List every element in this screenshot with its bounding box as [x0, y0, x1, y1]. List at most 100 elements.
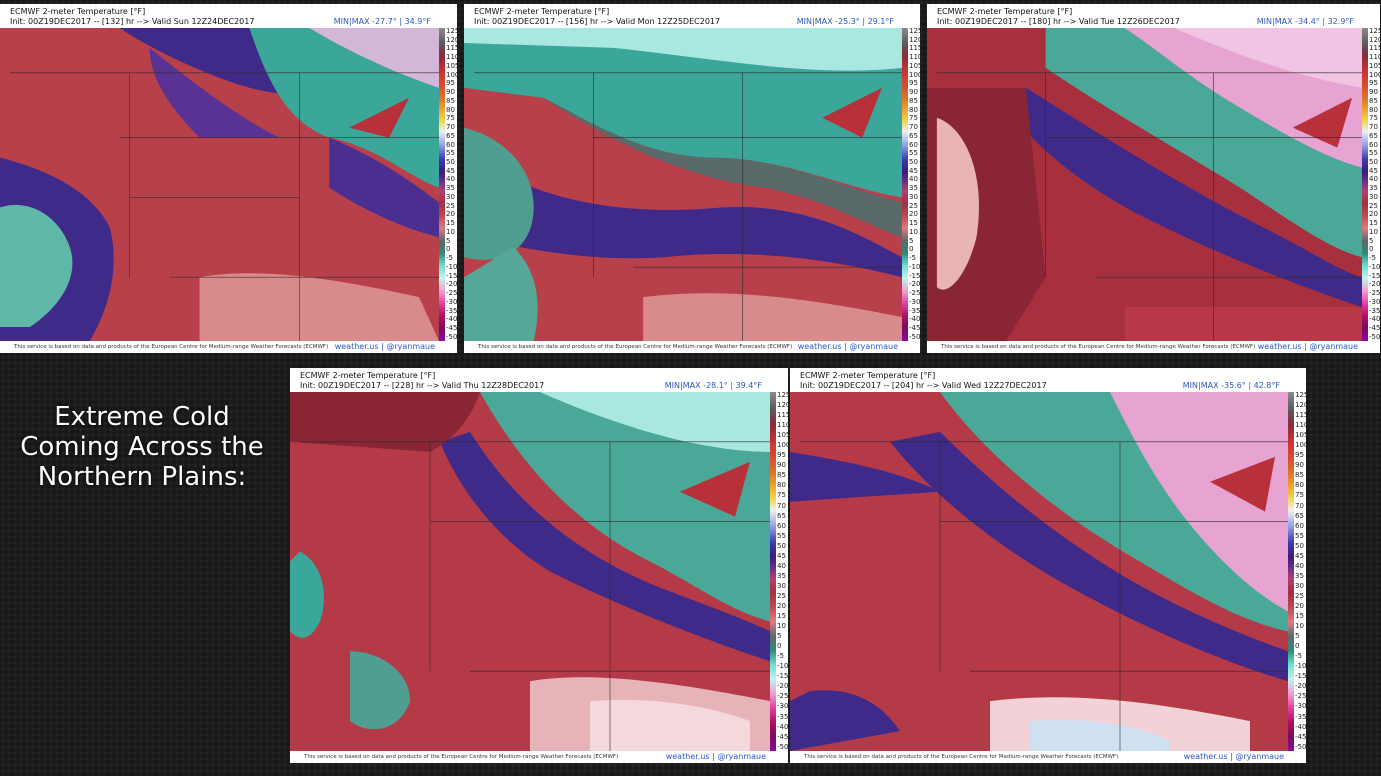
- color-scale-tick: -15: [777, 672, 788, 681]
- color-scale-tick: 80: [909, 105, 918, 114]
- color-scale-tick: 5: [1369, 236, 1374, 245]
- panel-footer: This service is based on data and produc…: [790, 751, 1306, 763]
- color-scale-tick: 75: [446, 114, 455, 123]
- color-scale-tick: 60: [1369, 140, 1378, 149]
- color-scale-tick: 20: [1295, 601, 1304, 610]
- ecmwf-disclaimer: This service is based on data and produc…: [14, 344, 329, 350]
- color-scale-tick: 40: [446, 175, 455, 184]
- map-panel-180hr: ECMWF 2-meter Temperature [°F] Init: 00Z…: [927, 4, 1380, 353]
- color-scale-tick: 0: [777, 642, 782, 651]
- color-scale-tick: -35: [446, 306, 457, 315]
- color-scale-tick: -45: [909, 323, 920, 332]
- color-scale-tick: 70: [446, 123, 455, 132]
- color-scale-tick: -45: [1369, 323, 1380, 332]
- color-scale-tick: 5: [909, 236, 914, 245]
- color-scale-tick: 35: [777, 571, 786, 580]
- color-scale-tick: 5: [1295, 632, 1300, 641]
- color-scale-tick: -35: [1369, 306, 1380, 315]
- color-scale-tick: 115: [909, 44, 920, 53]
- color-scale-tick: 85: [777, 471, 786, 480]
- panel-title: ECMWF 2-meter Temperature [°F]: [10, 7, 146, 16]
- color-scale-tick: 95: [777, 451, 786, 460]
- panel-header: ECMWF 2-meter Temperature [°F] Init: 00Z…: [790, 368, 1306, 394]
- color-scale-tick: 50: [1369, 158, 1378, 167]
- map-panel-156hr: ECMWF 2-meter Temperature [°F] Init: 00Z…: [464, 4, 920, 353]
- color-scale-tick: 90: [1295, 461, 1304, 470]
- color-scale-tick: 105: [909, 61, 920, 70]
- color-bar: [439, 28, 445, 341]
- color-scale-tick: 110: [1295, 421, 1306, 430]
- color-scale-tick: 45: [446, 166, 455, 175]
- ecmwf-disclaimer: This service is based on data and produc…: [478, 344, 793, 350]
- color-scale-tick: 30: [909, 192, 918, 201]
- map-panel-204hr: ECMWF 2-meter Temperature [°F] Init: 00Z…: [790, 368, 1306, 763]
- color-scale-tick: 70: [1369, 123, 1378, 132]
- color-scale-tick: -20: [446, 280, 457, 289]
- temperature-map: [464, 28, 902, 341]
- panel-min-max: MIN|MAX -27.7° | 34.9°F: [333, 17, 431, 26]
- panel-footer: This service is based on data and produc…: [464, 341, 920, 353]
- color-scale-tick: 75: [777, 491, 786, 500]
- color-scale-tick: 90: [1369, 88, 1378, 97]
- color-scale-tick: -15: [446, 271, 457, 280]
- color-scale-tick: 10: [446, 227, 455, 236]
- color-scale-ticks: 1251201151101051009590858075706560555045…: [777, 392, 788, 751]
- color-scale-tick: -5: [1369, 254, 1376, 263]
- color-scale-ticks: 1251201151101051009590858075706560555045…: [1369, 28, 1380, 341]
- color-scale-tick: -45: [446, 323, 457, 332]
- color-scale-tick: 15: [1295, 612, 1304, 621]
- color-scale-tick: -20: [1369, 280, 1380, 289]
- color-scale-tick: -15: [909, 271, 920, 280]
- panel-header: ECMWF 2-meter Temperature [°F] Init: 00Z…: [0, 4, 457, 30]
- color-scale-tick: 10: [909, 227, 918, 236]
- color-scale-tick: 85: [1295, 471, 1304, 480]
- color-scale-tick: 45: [1295, 551, 1304, 560]
- color-scale-tick: 60: [777, 521, 786, 530]
- color-scale-tick: 35: [1369, 184, 1378, 193]
- color-scale-tick: 65: [446, 131, 455, 140]
- credit-link[interactable]: weather.us | @ryanmaue: [797, 342, 898, 351]
- panel-footer: This service is based on data and produc…: [927, 341, 1380, 353]
- color-scale-tick: 75: [909, 114, 918, 123]
- color-scale-tick: -10: [446, 262, 457, 271]
- color-scale-tick: -15: [1295, 672, 1306, 681]
- color-scale-tick: 110: [1369, 53, 1380, 62]
- color-scale-tick: 0: [909, 245, 914, 254]
- color-scale-tick: 95: [446, 79, 455, 88]
- color-scale-tick: 25: [1295, 591, 1304, 600]
- color-scale-tick: -20: [777, 682, 788, 691]
- color-scale-tick: -10: [1369, 262, 1380, 271]
- credit-link[interactable]: weather.us | @ryanmaue: [1257, 342, 1358, 351]
- credit-link[interactable]: weather.us | @ryanmaue: [665, 752, 766, 761]
- color-scale-tick: 75: [1369, 114, 1378, 123]
- credit-link[interactable]: weather.us | @ryanmaue: [334, 342, 435, 351]
- ecmwf-disclaimer: This service is based on data and produc…: [804, 754, 1119, 760]
- color-scale: 1251201151101051009590858075706560555045…: [439, 28, 457, 341]
- color-scale-tick: 100: [446, 70, 457, 79]
- credit-link[interactable]: weather.us | @ryanmaue: [1183, 752, 1284, 761]
- color-scale-tick: 40: [909, 175, 918, 184]
- color-scale-tick: 90: [777, 461, 786, 470]
- color-scale-tick: 85: [1369, 96, 1378, 105]
- color-scale-tick: 35: [446, 184, 455, 193]
- color-scale-tick: 120: [1295, 401, 1306, 410]
- color-scale-tick: -25: [1295, 692, 1306, 701]
- color-scale-tick: 60: [909, 140, 918, 149]
- color-scale-tick: 30: [777, 581, 786, 590]
- caption-line-3: Northern Plains:: [37, 462, 247, 492]
- panel-footer: This service is based on data and produc…: [290, 751, 788, 763]
- color-scale-tick: -50: [777, 742, 788, 751]
- color-bar: [1362, 28, 1368, 341]
- color-scale-tick: 125: [1369, 27, 1380, 35]
- color-scale-tick: 120: [909, 35, 920, 44]
- color-scale-tick: 0: [1369, 245, 1374, 254]
- color-scale-tick: -40: [777, 722, 788, 731]
- color-scale-tick: 110: [909, 53, 920, 62]
- color-scale-tick: -45: [1295, 732, 1306, 741]
- color-scale-tick: -50: [909, 332, 920, 341]
- map-panel-132hr: ECMWF 2-meter Temperature [°F] Init: 00Z…: [0, 4, 457, 353]
- color-scale-tick: 100: [1369, 70, 1380, 79]
- ecmwf-disclaimer: This service is based on data and produc…: [941, 344, 1256, 350]
- color-scale-ticks: 1251201151101051009590858075706560555045…: [446, 28, 457, 341]
- color-scale-tick: 45: [1369, 166, 1378, 175]
